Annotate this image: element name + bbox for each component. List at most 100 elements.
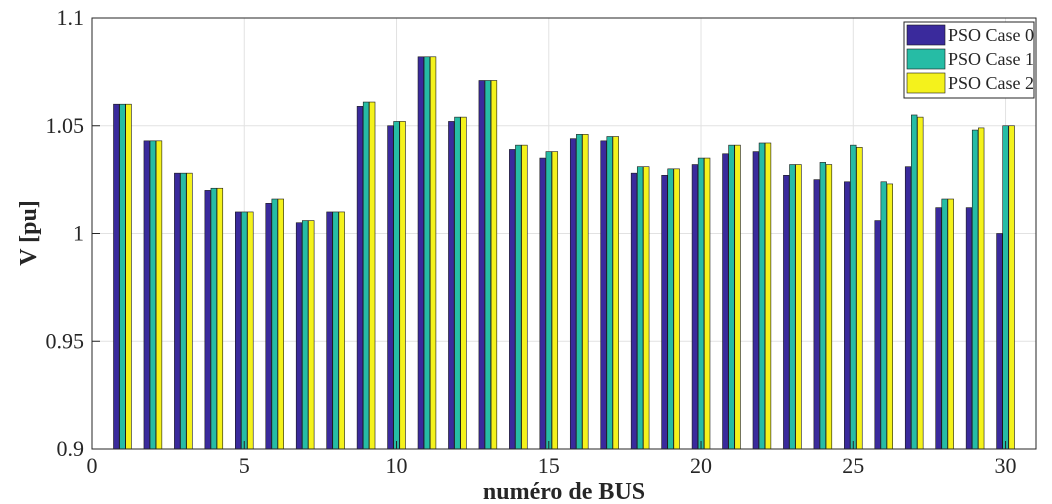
bar-bus-9-series-1 xyxy=(362,101,370,450)
bar-bus-11-series-2 xyxy=(429,56,437,450)
bar-bus-17-series-2 xyxy=(612,136,619,450)
bar-bus-20-series-0 xyxy=(691,164,699,450)
bar-bus-25-series-0 xyxy=(844,181,851,450)
bar-bus-26-series-2 xyxy=(886,183,893,450)
y-tick-label: 0.95 xyxy=(46,328,85,353)
bar-bus-12-series-0 xyxy=(448,121,455,450)
bar-bus-15-series-2 xyxy=(551,151,559,450)
bar-bus-6-series-1 xyxy=(271,198,278,450)
x-tick-label: 0 xyxy=(87,453,98,478)
legend-label: PSO Case 1 xyxy=(948,49,1034,69)
bar-bus-13-series-1 xyxy=(484,80,492,450)
bar-bus-12-series-2 xyxy=(460,116,467,450)
bar-bus-21-series-0 xyxy=(722,153,729,450)
bar-bus-3-series-2 xyxy=(186,172,193,450)
y-axis-label: V [pu] xyxy=(16,200,42,266)
bar-bus-10-series-2 xyxy=(399,121,406,450)
y-tick-label: 1 xyxy=(73,221,84,246)
bar-bus-15-series-0 xyxy=(539,157,546,450)
bar-bus-30-series-1 xyxy=(1002,125,1009,450)
bar-bus-26-series-0 xyxy=(874,220,881,450)
bar-bus-3-series-0 xyxy=(174,172,181,450)
bars xyxy=(113,56,1015,450)
bar-bus-30-series-0 xyxy=(996,233,1003,450)
bar-bus-17-series-1 xyxy=(606,136,613,450)
legend-swatch xyxy=(906,24,946,46)
bar-bus-5-series-1 xyxy=(241,211,248,450)
bar-bus-13-series-0 xyxy=(478,80,485,450)
bar-bus-14-series-1 xyxy=(515,144,522,450)
bar-bus-19-series-1 xyxy=(667,168,674,450)
bar-bus-27-series-1 xyxy=(911,114,918,450)
bar-bus-29-series-1 xyxy=(971,129,979,450)
bar-bus-28-series-0 xyxy=(935,207,942,450)
bar-bus-27-series-0 xyxy=(904,166,912,450)
bar-bus-28-series-2 xyxy=(947,198,954,450)
bar-bus-2-series-0 xyxy=(143,140,150,450)
bar-bus-26-series-1 xyxy=(880,181,887,450)
bar-bus-25-series-1 xyxy=(850,144,857,450)
bar-bus-22-series-0 xyxy=(752,151,759,450)
bar-bus-18-series-0 xyxy=(630,172,638,450)
bar-bus-11-series-0 xyxy=(417,56,425,450)
bar-bus-14-series-0 xyxy=(509,149,516,450)
bar-bus-8-series-2 xyxy=(338,211,345,450)
bar-bus-6-series-2 xyxy=(277,198,284,450)
bar-bus-21-series-2 xyxy=(734,144,741,450)
legend-swatch xyxy=(906,72,946,94)
bar-bus-14-series-2 xyxy=(521,144,528,450)
legend-label: PSO Case 0 xyxy=(948,25,1034,45)
bar-bus-8-series-0 xyxy=(326,211,333,450)
bar-bus-27-series-2 xyxy=(917,116,924,450)
bar-bus-5-series-2 xyxy=(247,211,254,450)
bar-bus-20-series-2 xyxy=(703,157,711,450)
bar-bus-4-series-2 xyxy=(216,187,224,450)
bar-bus-12-series-1 xyxy=(454,116,461,450)
bar-bus-10-series-1 xyxy=(393,121,400,450)
bar-bus-19-series-2 xyxy=(673,168,680,450)
legend-swatch xyxy=(906,48,946,70)
bar-bus-1-series-1 xyxy=(119,103,126,450)
bar-bus-22-series-1 xyxy=(758,142,766,450)
bar-bus-28-series-1 xyxy=(941,198,948,450)
grid-lines xyxy=(92,18,1036,449)
bar-bus-7-series-1 xyxy=(302,220,309,450)
bar-bus-7-series-0 xyxy=(295,222,303,450)
bar-bus-15-series-1 xyxy=(545,151,552,450)
bar-bus-24-series-0 xyxy=(813,179,820,450)
bar-bus-23-series-2 xyxy=(795,164,802,450)
bar-bus-5-series-0 xyxy=(235,211,242,450)
x-tick-label: 15 xyxy=(538,453,560,478)
bar-bus-23-series-1 xyxy=(789,164,796,450)
bar-bus-9-series-0 xyxy=(356,106,364,450)
y-axis-ticks: 0.9 0.95 1 1.05 1.1 xyxy=(46,5,100,461)
y-tick-label: 1.05 xyxy=(46,113,85,138)
bar-bus-16-series-0 xyxy=(569,138,577,450)
bar-bus-24-series-2 xyxy=(825,164,833,450)
bar-bus-11-series-1 xyxy=(423,56,431,450)
bar-bus-19-series-0 xyxy=(661,175,668,450)
bar-bus-30-series-2 xyxy=(1008,125,1015,450)
x-axis-ticks: 0 5 10 15 20 25 30 xyxy=(87,441,1017,478)
bar-bus-24-series-1 xyxy=(819,162,826,450)
bar-bus-1-series-2 xyxy=(125,103,132,450)
bar-bus-29-series-2 xyxy=(978,127,985,450)
y-tick-label: 0.9 xyxy=(57,436,85,461)
x-tick-label: 20 xyxy=(690,453,712,478)
bar-bus-4-series-1 xyxy=(210,187,217,450)
bar-bus-18-series-2 xyxy=(643,166,650,450)
bar-bus-16-series-2 xyxy=(582,134,589,450)
x-tick-label: 10 xyxy=(386,453,408,478)
bar-bus-6-series-0 xyxy=(265,203,272,450)
bar-bus-4-series-0 xyxy=(204,190,211,450)
bar-bus-1-series-0 xyxy=(113,103,120,450)
legend: PSO Case 0 PSO Case 1 PSO Case 2 xyxy=(903,21,1035,99)
bar-bus-20-series-1 xyxy=(697,157,705,450)
x-tick-label: 30 xyxy=(995,453,1017,478)
bar-bus-10-series-0 xyxy=(387,125,394,450)
bar-bus-17-series-0 xyxy=(600,140,607,450)
legend-label: PSO Case 2 xyxy=(948,73,1034,93)
bar-bus-25-series-2 xyxy=(856,147,863,450)
bar-bus-21-series-1 xyxy=(728,144,735,450)
